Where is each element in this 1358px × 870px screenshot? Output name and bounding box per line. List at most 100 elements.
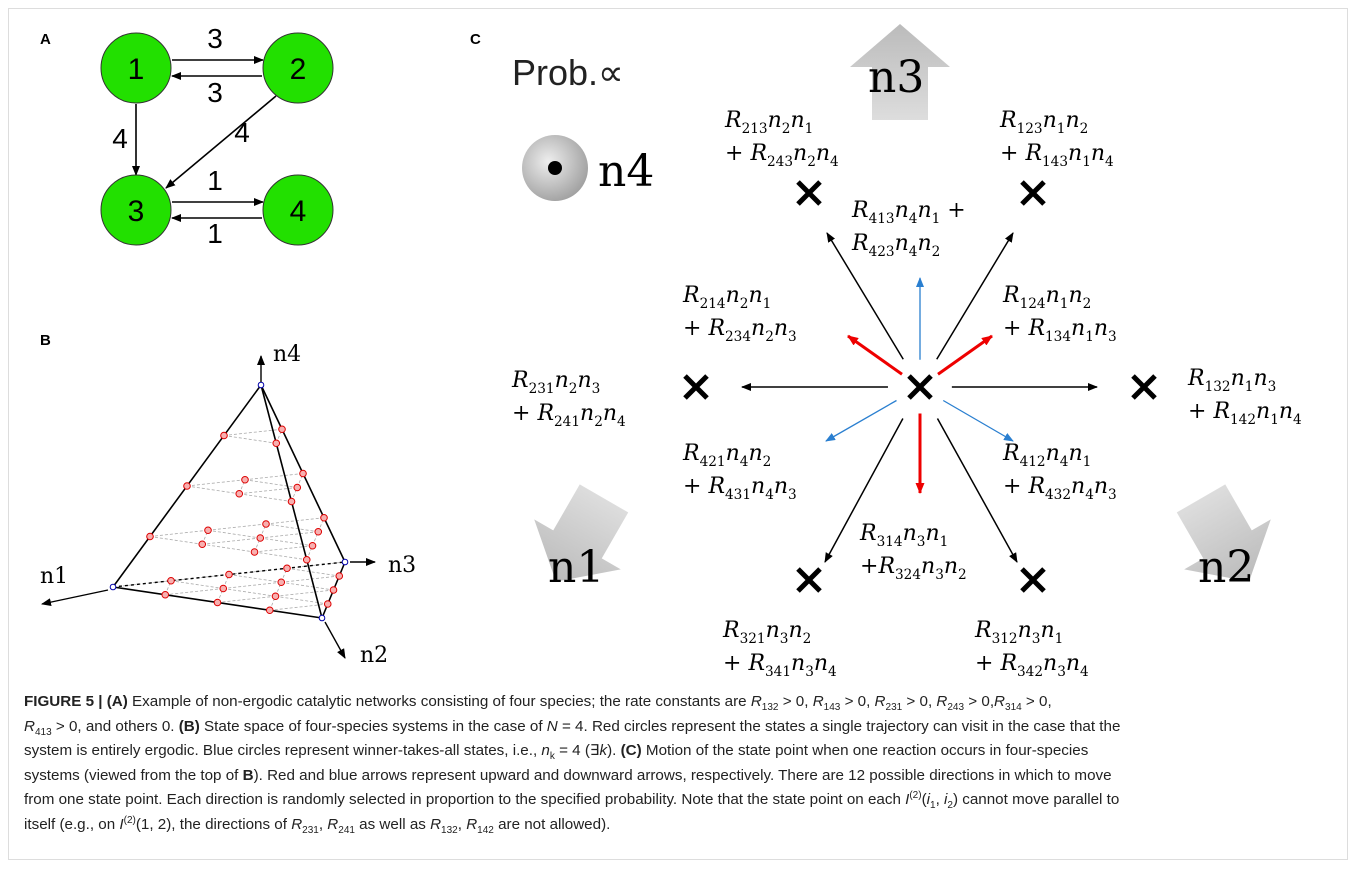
math-base: n [577,368,591,393]
math-sub: 341 [765,664,791,680]
caption-run: i [926,791,931,808]
math-sub: 214 [700,296,726,312]
lattice-link [207,523,267,531]
math-sub: 143 [1042,154,1068,170]
panel-label: A [40,31,51,48]
math-sub: 4 [617,414,626,430]
winner-state [257,381,265,389]
lattice-link [260,531,319,539]
math-base: n [1046,441,1060,466]
rate-label: + R431n4n3 [683,474,797,503]
math-plain: + [725,141,750,166]
math-sub: 2 [782,121,791,137]
math-sub: 123 [1017,121,1043,137]
caption-run: R [936,693,948,710]
math-plain: + [683,316,708,341]
state-cross [796,180,822,206]
state-cross [796,567,822,593]
rate-label: R423n4n2 [851,231,940,260]
math-sub: 2 [932,244,941,260]
math-sub: 342 [1017,664,1043,680]
rate-label: +R324n3n2 [860,554,967,583]
panel-label: B [40,332,51,349]
caption-run: ) cannot move parallel to [952,791,1120,808]
caption-run: Example of non-ergodic catalytic network… [127,693,751,710]
math-base: n [726,441,740,466]
math-base: R [682,441,700,466]
rate-label: R413n4n1 + [851,198,966,227]
rate-label: + R342n3n4 [975,651,1089,680]
caption-run: k [599,742,608,759]
caption-run: as well as [354,815,431,833]
arrow [942,399,1014,442]
math-sub: 124 [1020,296,1046,312]
state [220,431,228,440]
math-plain: n [40,564,54,589]
math-base: R [851,198,869,223]
rate-label: + R143n1n4 [1000,141,1114,170]
node [262,174,334,246]
math-base: n [1256,399,1270,424]
caption-run: I [119,815,124,833]
lattice-link [281,575,340,583]
state [183,482,191,490]
math-base: n [903,521,917,546]
math-sub: 1 [1057,121,1066,137]
state [167,576,175,585]
math-base: n [580,401,594,426]
math-sub: 4 [830,154,839,170]
rate-label: + R243n2n4 [725,141,839,170]
lattice-link [239,493,292,502]
caption-run: R [874,693,886,710]
caption-run: R [430,815,442,833]
math-plain: + [1188,399,1213,424]
math-base: n [1071,474,1085,499]
lattice-link [265,517,325,525]
math-plain: + [940,198,965,223]
math-sub: 231 [529,381,555,397]
math-base: n [816,141,830,166]
node-label: 3 [128,195,145,228]
lattice-link [244,473,304,481]
math-sub: 241 [554,414,580,430]
caption-run: ). Red and blue arrows represent upward … [253,766,1112,784]
math-sub: 3 [1108,487,1117,503]
math-sub: 421 [700,454,726,470]
state [277,578,286,587]
direction-label: n3 [868,52,924,103]
caption-line: R413 > 0, and others 0. (B) State space … [24,715,1344,740]
arrow [41,589,109,607]
math-sub: 1 [763,296,772,312]
arrow [847,334,903,376]
caption-run: n [541,742,550,759]
math-base: R [1027,316,1045,341]
math-base: n [774,474,788,499]
math-base: n [917,231,931,256]
math-plain: 2 [374,643,388,668]
math-sub: 321 [740,631,766,647]
caption-run: > 0, [1021,693,1052,710]
caption-run: ( [921,791,927,808]
caption-run: 132 [761,702,779,714]
math-base: n [917,198,931,223]
math-sub: 213 [742,121,768,137]
math-sub: 2 [594,414,603,430]
math-base: n [790,108,804,133]
lattice-link [170,580,224,589]
math-base: R [511,368,529,393]
caption-run: 2 [947,800,953,812]
state-cross [1020,567,1046,593]
caption-run: R [812,693,824,710]
arrow [165,95,277,189]
caption-run: N [546,717,558,735]
math-plain: n [360,643,374,668]
lattice-link [286,567,340,577]
rate-label: R124n1n2 [1002,283,1091,312]
state-cross [683,374,709,400]
state [293,483,302,492]
math-base: R [536,401,554,426]
lattice-link [223,588,276,597]
state [256,534,265,542]
caption-run: (C) [620,742,642,759]
math-base: n [748,441,762,466]
